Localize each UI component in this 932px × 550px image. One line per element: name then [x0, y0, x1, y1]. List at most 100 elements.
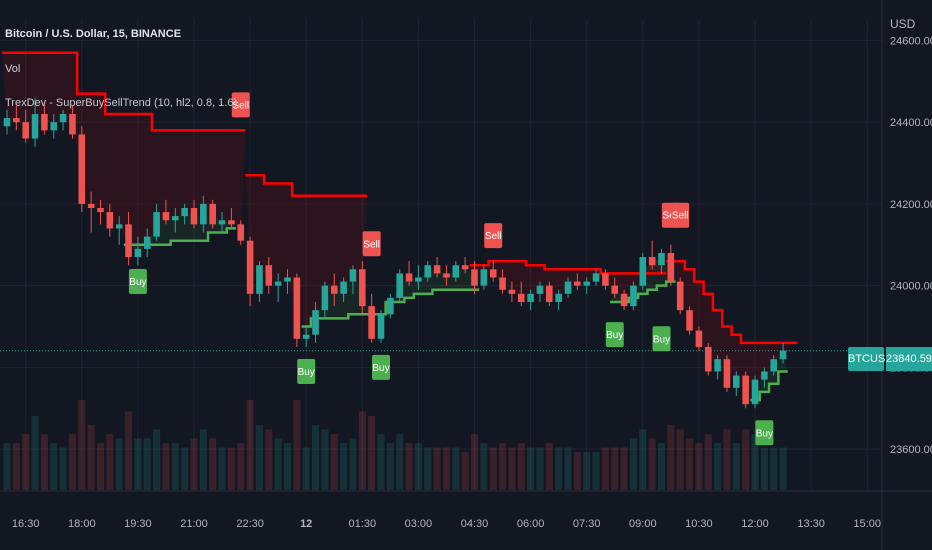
- volume-bar: [770, 447, 778, 490]
- candle-body: [312, 310, 319, 335]
- downtrend-stop-line: [666, 259, 798, 345]
- candle-body: [443, 273, 450, 278]
- sell-signal: [484, 223, 503, 249]
- volume-bar: [508, 447, 516, 490]
- candle-body: [471, 269, 478, 286]
- x-tick-label: 16:30: [12, 518, 40, 530]
- buy-signal: [755, 420, 774, 446]
- candle-body: [162, 212, 170, 221]
- volume-bar: [125, 411, 133, 490]
- candle-body: [125, 224, 132, 258]
- buy-signal-label: Buy: [129, 277, 146, 288]
- candle-body: [237, 224, 245, 241]
- candle-body: [69, 114, 76, 135]
- volume-bar: [386, 443, 394, 490]
- x-tick-label: 12: [300, 518, 312, 530]
- candle-body: [340, 281, 347, 294]
- candle-body: [209, 203, 216, 225]
- candle-body: [639, 257, 647, 286]
- volume-bar: [171, 443, 179, 490]
- volume-bar: [190, 438, 198, 490]
- candle-body: [676, 281, 684, 311]
- candle-body: [106, 212, 114, 229]
- x-tick-label: 12:00: [741, 518, 769, 530]
- volume-bar: [499, 443, 507, 490]
- volume-bar: [779, 447, 787, 490]
- candle-body: [452, 265, 460, 278]
- volume-bar: [227, 447, 235, 490]
- candle-body: [424, 265, 432, 278]
- candle-body: [602, 273, 609, 286]
- sell-signal-label: Sell: [232, 100, 249, 111]
- buy-signal: [652, 326, 671, 352]
- x-tick-label: 03:00: [405, 518, 433, 530]
- candle-body: [22, 122, 29, 139]
- volume-bar: [433, 447, 441, 490]
- candle-body: [246, 240, 254, 294]
- volume-bar: [480, 443, 488, 490]
- sell-signal-label: Sell: [663, 211, 680, 222]
- volume-bar: [629, 438, 637, 490]
- x-axis: 16:30 18:00 19:30 21:00 22:30 12 01:30 03:00 04:…: [12, 518, 881, 530]
- volume-bar: [68, 434, 76, 490]
- volume-bar: [265, 429, 273, 490]
- volume-bar: [59, 447, 67, 490]
- volume-bar: [162, 443, 170, 490]
- x-tick-label: 10:30: [685, 518, 713, 530]
- buy-signal: [297, 358, 316, 384]
- candle-body: [517, 293, 525, 302]
- uptrend-fill: [376, 267, 480, 327]
- volume-bar: [199, 429, 207, 490]
- candle-body: [714, 359, 721, 372]
- candle-body: [13, 118, 20, 123]
- symbol-price-tag: BTCUSD: [848, 347, 893, 371]
- sell-signal-label: Sell: [363, 239, 380, 250]
- volume-bar: [115, 438, 123, 490]
- currency-label[interactable]: USD: [890, 17, 916, 31]
- candle-body: [228, 220, 235, 225]
- volume-bar: [312, 425, 320, 490]
- volume-bar: [106, 434, 114, 490]
- sell-signal: [362, 231, 381, 257]
- y-tick-label: 24600.00: [890, 35, 932, 47]
- sell-signal: [671, 202, 690, 228]
- candle-body: [630, 285, 637, 307]
- volume-bar: [368, 416, 376, 490]
- buy-signal-label: Buy: [756, 428, 773, 439]
- candle-body: [658, 252, 665, 266]
- indicator-supertrend-label[interactable]: TrexDev - SuperBuySellTrend (10, hl2, 0.…: [5, 97, 238, 109]
- candle-body: [461, 265, 469, 270]
- candle-body: [172, 216, 179, 221]
- x-tick-label: 21:00: [180, 518, 208, 530]
- candle-body: [686, 310, 693, 331]
- candle-body: [59, 114, 67, 123]
- downtrend-stop-line: [469, 259, 667, 275]
- candle-body: [134, 248, 142, 258]
- candle-body: [546, 285, 553, 302]
- candle-body: [667, 252, 675, 282]
- x-tick-label: 22:30: [236, 518, 264, 530]
- volume-bar: [340, 443, 348, 490]
- x-tick-label: 13:30: [797, 518, 825, 530]
- indicator-vol-label[interactable]: Vol: [5, 63, 21, 75]
- symbol-title[interactable]: Bitcoin / U.S. Dollar, 15, BINANCE: [5, 28, 182, 40]
- y-tick-label: 24400.00: [890, 117, 932, 129]
- volume-bar: [31, 416, 39, 490]
- candle-body: [284, 277, 291, 282]
- candle-body: [592, 273, 600, 282]
- volume-bar: [695, 443, 703, 490]
- candle-body: [620, 293, 628, 307]
- volume-bar: [153, 429, 161, 490]
- volume-bar: [639, 429, 647, 490]
- volume-bar: [751, 434, 759, 490]
- volume-bar: [667, 425, 675, 490]
- volume-bar: [583, 452, 591, 490]
- candle-body: [508, 289, 516, 294]
- volume-bar: [714, 443, 722, 490]
- volume-bar: [732, 443, 740, 490]
- x-tick-label: 04:30: [461, 518, 489, 530]
- buy-signal-label: Buy: [372, 363, 389, 374]
- x-tick-label: 06:00: [517, 518, 545, 530]
